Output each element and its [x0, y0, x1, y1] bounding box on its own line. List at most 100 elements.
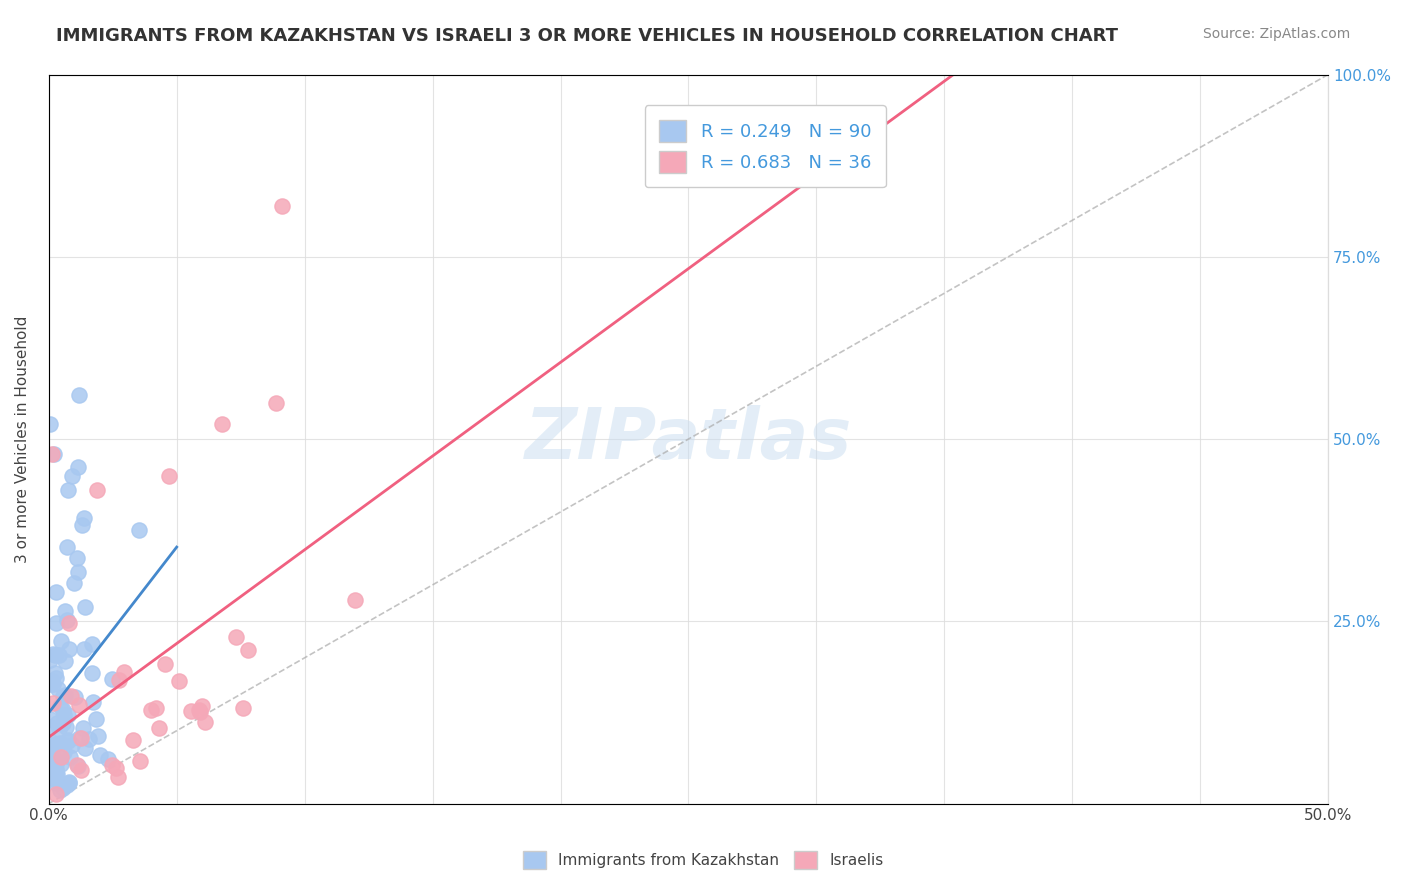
Point [66, 550, 89, 565]
Point [139, 703, 162, 717]
Legend: Immigrants from Kazakhstan, Israelis: Immigrants from Kazakhstan, Israelis [516, 845, 890, 875]
Point [122, 732, 145, 747]
Point [39, 769, 62, 783]
Point [104, 761, 127, 775]
Point [59, 689, 82, 703]
Point [145, 700, 167, 714]
Point [48, 648, 70, 662]
Point [69, 731, 91, 746]
Point [72, 721, 94, 735]
Point [157, 468, 180, 483]
Point [39, 712, 62, 726]
Point [271, 199, 294, 213]
Y-axis label: 3 or more Vehicles in Household: 3 or more Vehicles in Household [15, 316, 30, 563]
Point [101, 758, 124, 772]
Point [128, 754, 150, 768]
Point [58, 707, 80, 722]
Point [58, 775, 80, 789]
Point [48, 722, 70, 736]
Point [49, 756, 72, 771]
Point [52, 707, 75, 722]
Point [52, 689, 75, 703]
Point [70, 763, 93, 777]
Point [73, 599, 96, 614]
Point [45, 776, 67, 790]
Point [63, 576, 86, 591]
Point [55, 720, 77, 734]
Point [53, 688, 76, 702]
Point [56, 541, 79, 555]
Point [55, 603, 77, 617]
Point [56, 734, 79, 748]
Point [52, 716, 75, 731]
Point [39, 760, 62, 774]
Point [45, 754, 67, 768]
Point [53, 654, 76, 668]
Point [77, 731, 100, 746]
Point [41, 447, 63, 461]
Point [45, 756, 67, 771]
Point [51, 634, 73, 648]
Point [60, 738, 83, 752]
Point [44, 738, 66, 752]
Point [46, 737, 69, 751]
Point [39, 735, 62, 749]
Point [67, 731, 90, 746]
Point [39, 677, 62, 691]
Point [59, 750, 82, 764]
Point [67, 388, 90, 402]
Point [46, 681, 69, 696]
Point [44, 665, 66, 680]
Point [52, 703, 75, 717]
Point [44, 648, 66, 663]
Point [41, 674, 63, 689]
Point [39, 738, 62, 752]
Point [45, 787, 67, 801]
Point [225, 630, 247, 644]
Point [62, 468, 84, 483]
Point [56, 483, 79, 497]
Point [67, 698, 90, 713]
Point [42, 771, 65, 785]
Point [45, 766, 67, 780]
Point [56, 778, 79, 792]
Point [100, 672, 122, 686]
Point [39, 417, 62, 432]
Point [46, 749, 69, 764]
Legend: R = 0.249   N = 90, R = 0.683   N = 36: R = 0.249 N = 90, R = 0.683 N = 36 [645, 105, 886, 187]
Point [188, 703, 211, 717]
Point [188, 705, 211, 719]
Point [108, 673, 131, 688]
Point [42, 447, 65, 461]
Point [82, 665, 104, 680]
Point [51, 750, 73, 764]
Point [89, 747, 111, 762]
Point [46, 715, 69, 730]
Point [56, 733, 79, 747]
Point [56, 613, 79, 627]
Point [180, 704, 202, 718]
Point [39, 720, 62, 734]
Text: IMMIGRANTS FROM KAZAKHSTAN VS ISRAELI 3 OR MORE VEHICLES IN HOUSEHOLD CORRELATIO: IMMIGRANTS FROM KAZAKHSTAN VS ISRAELI 3 … [56, 27, 1118, 45]
Point [53, 746, 76, 760]
Point [153, 657, 176, 672]
Point [80, 637, 103, 651]
Point [87, 729, 110, 743]
Point [211, 417, 233, 432]
Point [49, 782, 72, 797]
Point [167, 674, 190, 689]
Point [52, 781, 75, 796]
Point [58, 642, 80, 657]
Point [39, 762, 62, 776]
Point [70, 518, 93, 533]
Point [45, 671, 67, 685]
Text: ZIPatlas: ZIPatlas [524, 405, 852, 474]
Point [82, 695, 104, 709]
Point [46, 774, 69, 789]
Text: Source: ZipAtlas.com: Source: ZipAtlas.com [1202, 27, 1350, 41]
Point [49, 698, 72, 713]
Point [42, 647, 65, 661]
Point [264, 395, 287, 409]
Point [63, 690, 86, 705]
Point [45, 766, 67, 780]
